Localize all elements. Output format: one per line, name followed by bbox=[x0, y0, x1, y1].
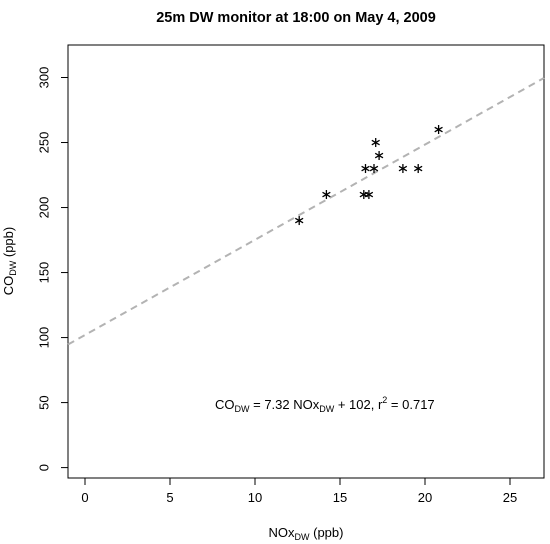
data-point bbox=[322, 190, 331, 200]
data-point bbox=[364, 190, 374, 200]
x-tick-label: 0 bbox=[81, 490, 88, 505]
x-tick-label: 5 bbox=[166, 490, 173, 505]
data-point bbox=[294, 216, 304, 226]
x-axis: 0 5 10 15 20 25 bbox=[81, 477, 517, 505]
y-tick-label: 0 bbox=[36, 464, 51, 471]
data-point bbox=[434, 125, 443, 135]
data-point bbox=[398, 164, 408, 174]
x-tick-label: 20 bbox=[418, 490, 432, 505]
y-tick-label: 150 bbox=[36, 262, 51, 284]
data-point bbox=[413, 164, 423, 174]
data-point bbox=[374, 151, 384, 161]
plot-frame bbox=[67, 44, 545, 479]
data-points bbox=[294, 125, 443, 226]
data-point bbox=[369, 164, 379, 174]
x-tick-label: 15 bbox=[333, 490, 347, 505]
data-point bbox=[371, 138, 380, 148]
x-axis-label: NOxDW (ppb) bbox=[269, 525, 344, 542]
chart-title: 25m DW monitor at 18:00 on May 4, 2009 bbox=[156, 10, 436, 26]
regression-annotation: CODW = 7.32 NOxDW + 102, r2 = 0.717 bbox=[215, 395, 435, 414]
x-tick-label: 10 bbox=[248, 490, 262, 505]
regression-line bbox=[67, 77, 545, 346]
y-tick-label: 250 bbox=[36, 132, 51, 154]
y-axis: 0 50 100 150 200 250 300 bbox=[36, 67, 69, 471]
y-tick-label: 100 bbox=[36, 327, 51, 349]
data-point bbox=[361, 164, 370, 174]
y-axis-label: CODW (ppb) bbox=[1, 227, 18, 295]
y-tick-label: 50 bbox=[36, 395, 51, 409]
y-tick-label: 300 bbox=[36, 67, 51, 89]
data-point bbox=[359, 190, 369, 200]
y-tick-label: 200 bbox=[36, 197, 51, 219]
x-tick-label: 25 bbox=[503, 490, 517, 505]
